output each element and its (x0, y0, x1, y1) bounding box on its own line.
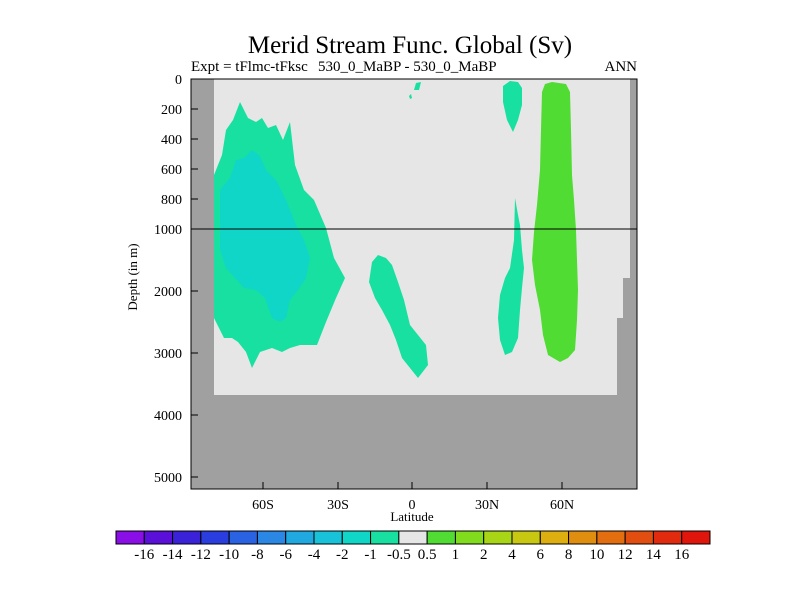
colorbar-label: 4 (508, 547, 516, 563)
southern-cell-core (220, 150, 310, 322)
colorbar-label: 10 (589, 547, 604, 563)
x-tick-label: 30S (327, 498, 349, 513)
x-axis-label: Latitude (390, 509, 434, 524)
north-surface-patch (503, 81, 522, 132)
colorbar-label: 16 (674, 547, 690, 563)
colorbar-swatch (568, 530, 598, 545)
y-tick-label: 800 (161, 193, 182, 208)
colorbar-swatch (681, 530, 711, 545)
colorbar-swatch (483, 530, 513, 545)
colorbar-swatch (511, 530, 541, 545)
colorbar-swatch (398, 530, 428, 545)
y-tick-label: 3000 (154, 347, 182, 362)
chart-subtitle-left: Expt = tFlmc-tFksc (191, 59, 308, 75)
colorbar-label: -2 (336, 547, 349, 563)
x-tick-label: 60S (252, 498, 274, 513)
colorbar-swatch (115, 530, 145, 545)
colorbar-swatch (652, 530, 683, 545)
colorbar-label: 8 (565, 547, 573, 563)
equator-surface-patch (414, 82, 421, 90)
colorbar-label: -0.5 (387, 547, 411, 563)
colorbar-label: 2 (480, 547, 488, 563)
y-tick-label: 0 (175, 73, 182, 88)
colorbar-swatch (256, 530, 287, 545)
colorbar-label: -6 (279, 547, 292, 563)
y-tick-label: 400 (161, 133, 182, 148)
y-axis: 0 200 400 600 800 1000 2000 3000 4000 50… (125, 73, 198, 486)
equator-surface-dot (409, 94, 412, 99)
y-tick-label: 5000 (154, 471, 182, 486)
north-deep-cell (498, 198, 524, 355)
colorbar-swatch (370, 530, 400, 545)
colorbar-label: -1 (364, 547, 377, 563)
chart-subtitle-right: ANN (605, 59, 638, 75)
colorbar-label: 14 (646, 547, 662, 563)
chart-title: Merid Stream Func. Global (Sv) (248, 32, 572, 59)
plot-frame (190, 78, 638, 490)
colorbar: -16 -14 -12 -10 -8 -6 -4 -2 -1 -0.5 0.5 1 2 4 6 8 10 12 14… (115, 530, 711, 563)
y-tick-label: 600 (161, 163, 182, 178)
colorbar-swatch (341, 530, 372, 545)
colorbar-label: -14 (163, 547, 183, 563)
colorbar-swatch (285, 530, 315, 545)
colorbar-label: -4 (308, 547, 321, 563)
y-tick-label: 4000 (154, 409, 182, 424)
x-tick-label: 30N (475, 498, 499, 513)
x-tick-label: 60N (550, 498, 574, 513)
colorbar-label: -8 (251, 547, 264, 563)
chart-subtitle-center: 530_0_MaBP - 530_0_MaBP (318, 59, 497, 75)
colorbar-swatch (172, 530, 202, 545)
y-tick-label: 200 (161, 103, 182, 118)
colorbar-label: 6 (537, 547, 545, 563)
colorbar-swatch (454, 530, 485, 545)
y-tick-label: 2000 (154, 285, 182, 300)
colorbar-swatch (143, 530, 174, 545)
x-axis: 60S 30S 0 30N 60N Latitude (252, 482, 574, 524)
colorbar-label: -12 (191, 547, 211, 563)
colorbar-label: 0.5 (418, 547, 437, 563)
colorbar-swatch (539, 530, 570, 545)
colorbar-swatch (313, 530, 343, 545)
y-axis-label: Depth (in m) (125, 243, 140, 310)
colorbar-swatch (200, 530, 230, 545)
y-tick-label: 1000 (154, 223, 182, 238)
colorbar-label: 12 (618, 547, 633, 563)
colorbar-swatch (426, 530, 456, 545)
north-positive-cell (532, 82, 578, 362)
colorbar-label: -10 (219, 547, 239, 563)
colorbar-swatch (228, 530, 258, 545)
plot-area (190, 78, 638, 490)
colorbar-label: 1 (452, 547, 460, 563)
colorbar-swatch (596, 530, 626, 545)
colorbar-label: -16 (134, 547, 154, 563)
x-tick-label: 0 (409, 498, 416, 513)
equatorial-deep-cell (369, 255, 428, 378)
colorbar-swatch (624, 530, 654, 545)
